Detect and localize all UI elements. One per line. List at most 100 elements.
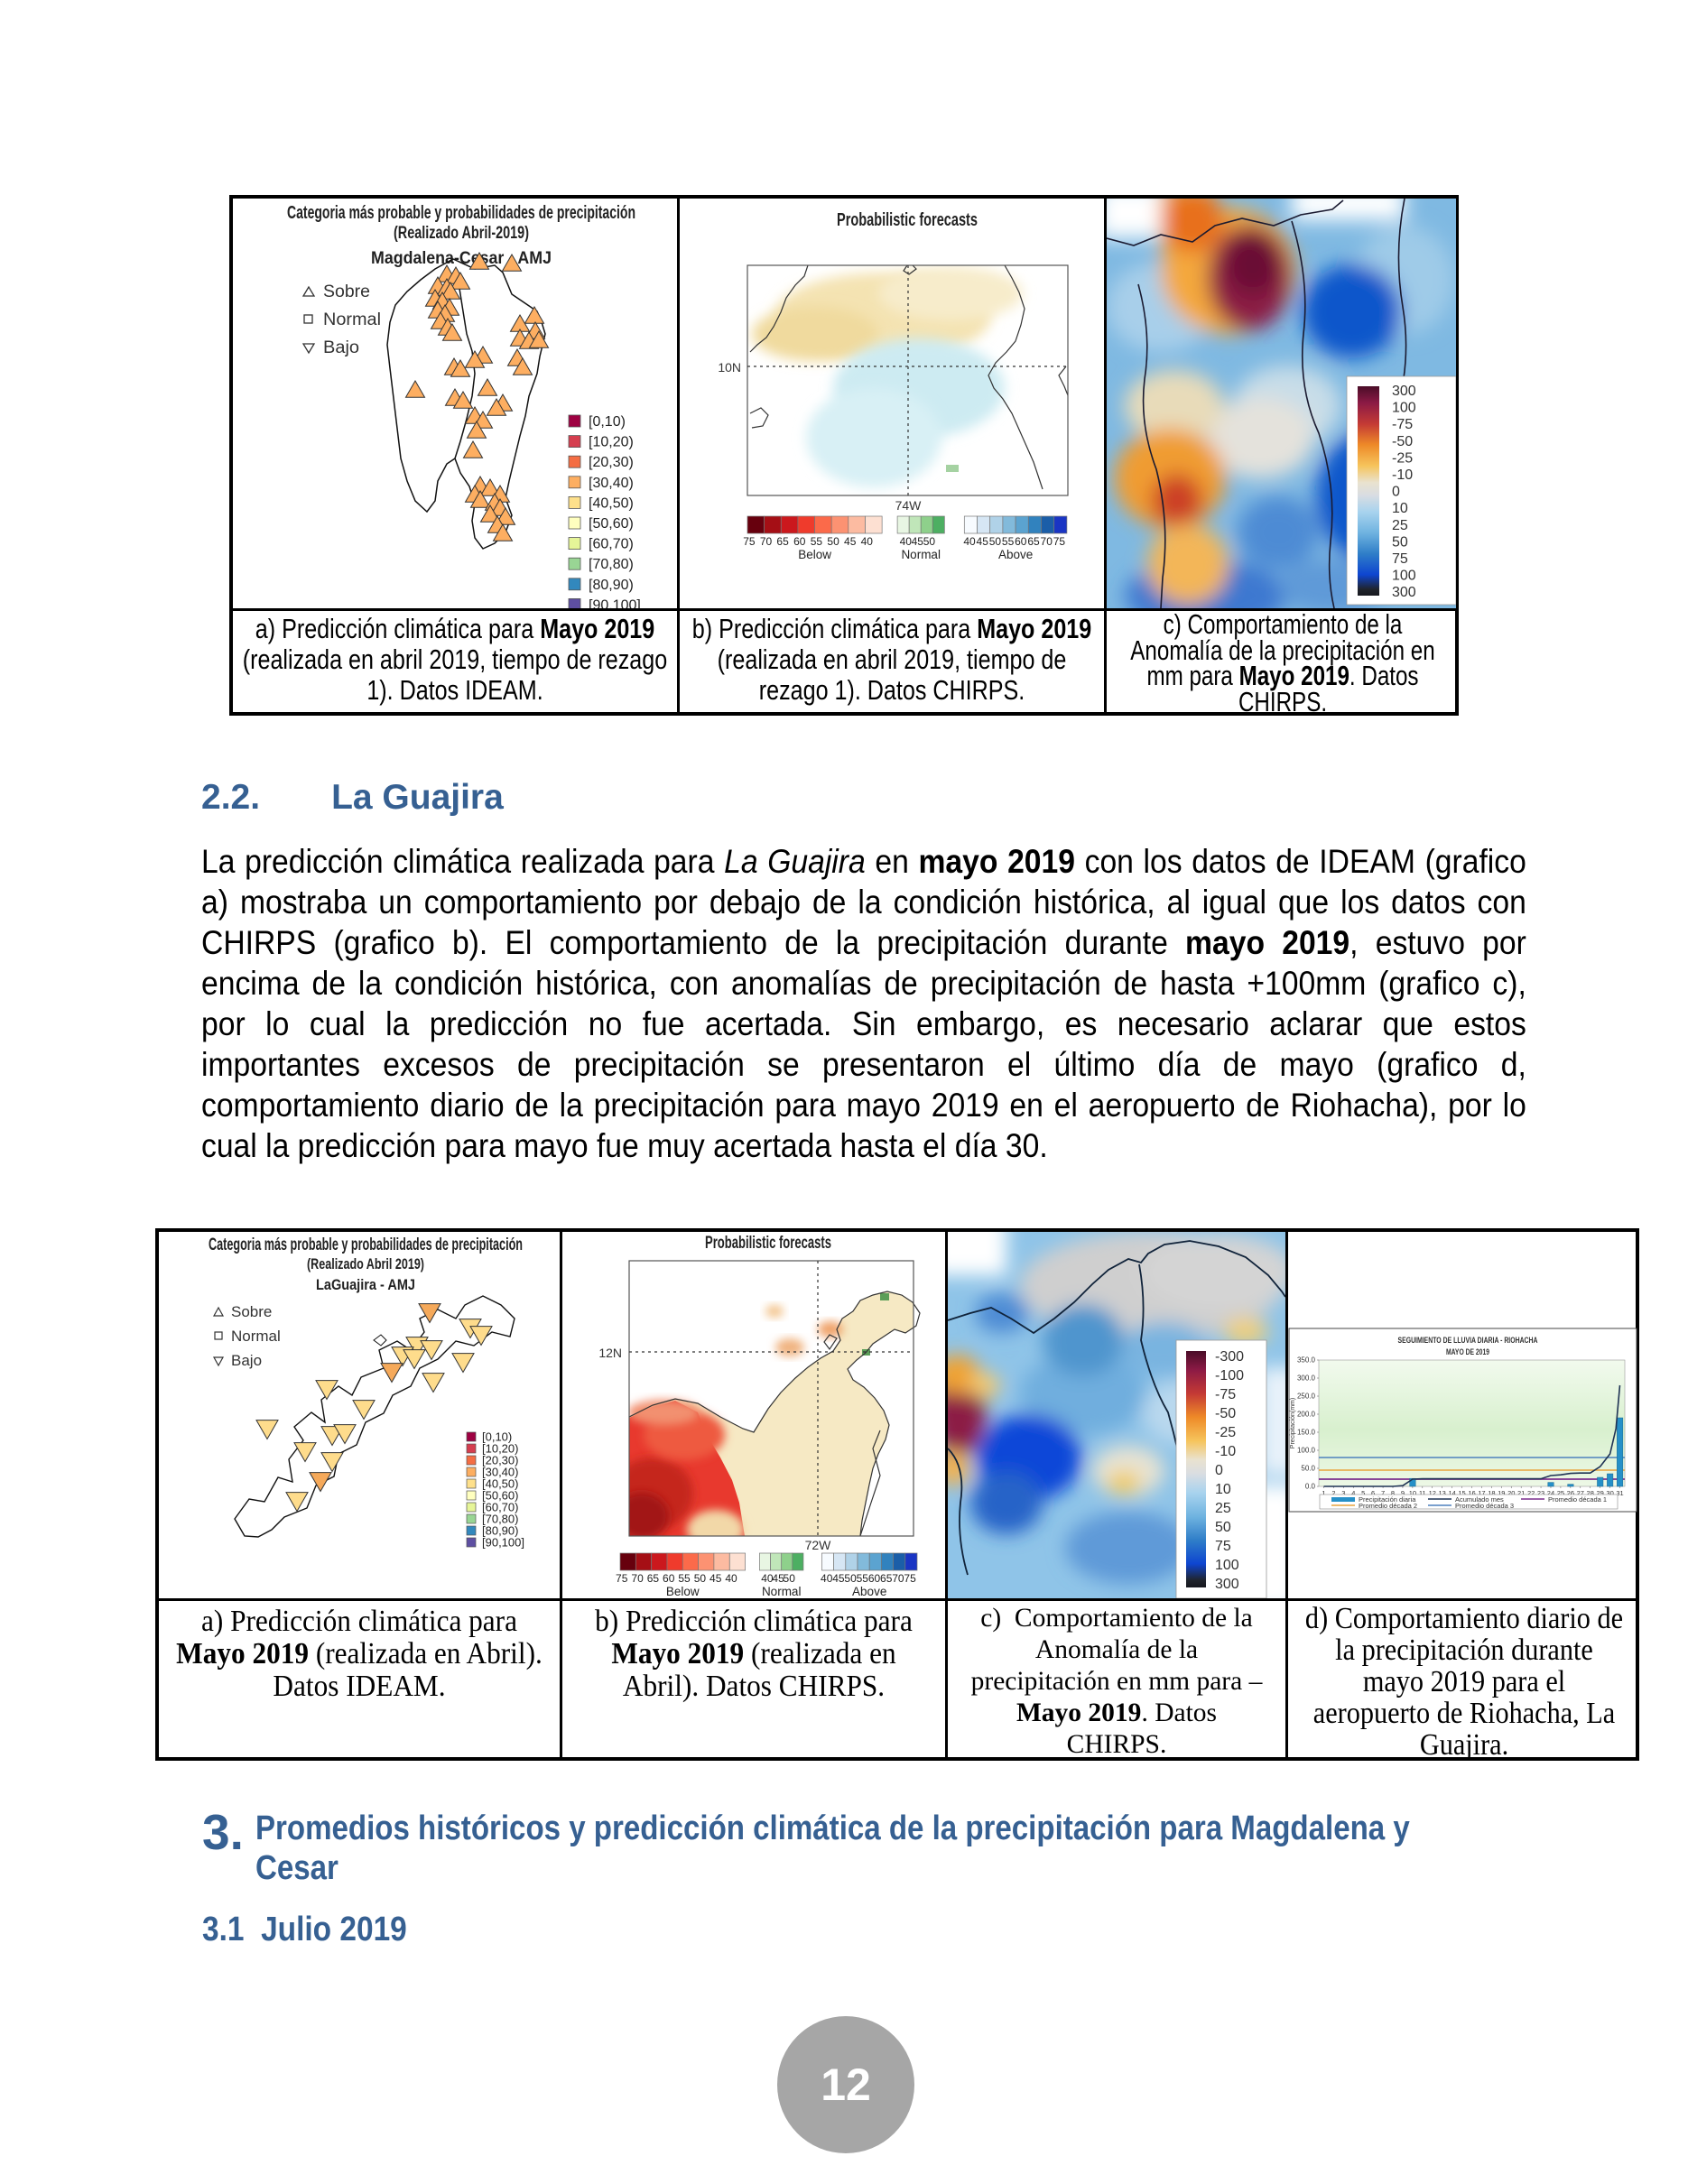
svg-text:Normal: Normal	[901, 548, 941, 561]
svg-text:11: 11	[1419, 1489, 1426, 1497]
svg-text:Categoria más probable y proba: Categoria más probable y probabilidades …	[209, 1235, 523, 1254]
svg-text:-75: -75	[1392, 417, 1413, 432]
svg-text:Normal: Normal	[231, 1328, 281, 1345]
svg-text:100: 100	[1215, 1558, 1239, 1573]
svg-text:0: 0	[1392, 485, 1400, 500]
svg-text:75: 75	[904, 1572, 916, 1585]
svg-text:31: 31	[1616, 1489, 1623, 1497]
svg-text:16: 16	[1468, 1489, 1475, 1497]
svg-text:75: 75	[743, 535, 756, 548]
svg-text:-100: -100	[1215, 1368, 1244, 1384]
svg-text:MAYO DE 2019: MAYO DE 2019	[1446, 1347, 1489, 1357]
svg-text:55: 55	[1002, 535, 1015, 548]
svg-text:4: 4	[1351, 1489, 1355, 1497]
svg-text:0: 0	[1215, 1463, 1223, 1478]
svg-text:10: 10	[1215, 1482, 1231, 1497]
svg-text:65: 65	[1027, 535, 1040, 548]
svg-text:65: 65	[776, 535, 789, 548]
svg-text:22: 22	[1527, 1489, 1535, 1497]
svg-text:300: 300	[1392, 585, 1416, 600]
svg-text:-10: -10	[1392, 467, 1413, 483]
svg-text:12: 12	[1429, 1489, 1436, 1497]
svg-text:[30,40): [30,40)	[589, 476, 634, 491]
svg-text:Precipitación diaria: Precipitación diaria	[1359, 1495, 1416, 1504]
svg-text:(Realizado Abril 2019): (Realizado Abril 2019)	[307, 1255, 424, 1272]
svg-text:65: 65	[647, 1572, 660, 1585]
svg-text:50: 50	[1215, 1520, 1231, 1535]
svg-text:[60,70): [60,70)	[482, 1501, 518, 1514]
svg-text:55: 55	[811, 535, 823, 548]
svg-text:Bajo: Bajo	[323, 338, 359, 357]
svg-text:40: 40	[725, 1572, 737, 1585]
svg-text:25: 25	[1557, 1489, 1564, 1497]
svg-text:18: 18	[1488, 1489, 1495, 1497]
svg-text:20: 20	[1507, 1489, 1515, 1497]
svg-text:-300: -300	[1215, 1349, 1244, 1365]
svg-text:40: 40	[821, 1572, 833, 1585]
svg-text:150.0: 150.0	[1297, 1429, 1316, 1437]
svg-text:70: 70	[631, 1572, 644, 1585]
svg-text:12N: 12N	[598, 1346, 622, 1360]
svg-text:50: 50	[694, 1572, 707, 1585]
svg-text:50: 50	[1392, 534, 1408, 550]
svg-text:-50: -50	[1215, 1406, 1236, 1421]
svg-text:2: 2	[1331, 1489, 1335, 1497]
svg-text:250.0: 250.0	[1297, 1393, 1316, 1401]
svg-text:[70,80): [70,80)	[589, 557, 634, 572]
svg-text:26: 26	[1567, 1489, 1574, 1497]
svg-text:[80,90): [80,90)	[482, 1524, 518, 1538]
svg-text:65: 65	[880, 1572, 893, 1585]
svg-text:Normal: Normal	[762, 1585, 802, 1598]
svg-text:300: 300	[1392, 384, 1416, 399]
svg-text:7: 7	[1381, 1489, 1385, 1497]
svg-text:Above: Above	[852, 1585, 886, 1598]
svg-text:75: 75	[1215, 1539, 1231, 1554]
svg-text:350.0: 350.0	[1297, 1356, 1316, 1365]
svg-text:40: 40	[861, 535, 874, 548]
svg-text:Acumulado mes: Acumulado mes	[1455, 1495, 1504, 1504]
svg-text:200.0: 200.0	[1297, 1411, 1316, 1419]
svg-text:-25: -25	[1215, 1425, 1236, 1440]
svg-text:50: 50	[844, 1572, 857, 1585]
svg-text:[40,50): [40,50)	[482, 1477, 518, 1491]
svg-text:[20,30): [20,30)	[482, 1454, 518, 1467]
svg-text:100: 100	[1392, 569, 1416, 584]
svg-text:24: 24	[1547, 1489, 1554, 1497]
svg-text:-25: -25	[1392, 450, 1413, 466]
svg-text:55: 55	[678, 1572, 691, 1585]
svg-text:15: 15	[1458, 1489, 1465, 1497]
svg-text:-10: -10	[1215, 1444, 1236, 1459]
svg-text:45: 45	[844, 535, 857, 548]
svg-text:19: 19	[1498, 1489, 1505, 1497]
svg-text:[70,80): [70,80)	[482, 1513, 518, 1526]
svg-text:29: 29	[1596, 1489, 1603, 1497]
svg-text:[90,100]: [90,100]	[482, 1536, 524, 1550]
svg-text:[0,10): [0,10)	[589, 414, 626, 430]
svg-text:23: 23	[1537, 1489, 1544, 1497]
svg-text:75: 75	[616, 1572, 628, 1585]
svg-text:300: 300	[1215, 1577, 1239, 1592]
svg-text:50: 50	[827, 535, 839, 548]
svg-text:[90,100]: [90,100]	[589, 597, 641, 608]
svg-text:300.0: 300.0	[1297, 1374, 1316, 1383]
svg-text:50: 50	[989, 535, 1002, 548]
svg-text:17: 17	[1478, 1489, 1485, 1497]
svg-text:30: 30	[1606, 1489, 1613, 1497]
svg-text:40: 40	[900, 535, 913, 548]
svg-text:50.0: 50.0	[1301, 1465, 1315, 1473]
svg-text:Magdalena-Cesar - AMJ: Magdalena-Cesar - AMJ	[371, 249, 552, 268]
svg-text:(Realizado Abril-2019): (Realizado Abril-2019)	[394, 224, 529, 243]
svg-text:Bajo: Bajo	[231, 1352, 262, 1369]
svg-text:74W: 74W	[895, 498, 923, 513]
svg-text:6: 6	[1371, 1489, 1375, 1497]
svg-text:5: 5	[1361, 1489, 1365, 1497]
svg-text:100.0: 100.0	[1297, 1447, 1316, 1455]
svg-text:9: 9	[1401, 1489, 1405, 1497]
svg-text:45: 45	[977, 535, 989, 548]
svg-text:55: 55	[857, 1572, 869, 1585]
svg-text:72W: 72W	[805, 1538, 832, 1552]
svg-text:75: 75	[1392, 551, 1408, 567]
svg-text:75: 75	[1053, 535, 1066, 548]
svg-text:Precipitación(mm): Precipitación(mm)	[1290, 1398, 1296, 1448]
svg-text:1: 1	[1322, 1489, 1325, 1497]
